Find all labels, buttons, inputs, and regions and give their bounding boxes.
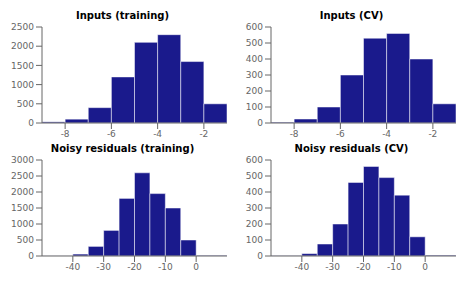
svg-text:500: 500 bbox=[17, 99, 34, 109]
svg-text:400: 400 bbox=[246, 54, 263, 64]
svg-text:-20: -20 bbox=[356, 262, 371, 272]
svg-text:0: 0 bbox=[28, 251, 34, 261]
svg-text:-10: -10 bbox=[158, 262, 173, 272]
svg-text:-20: -20 bbox=[127, 262, 142, 272]
svg-text:-8: -8 bbox=[290, 129, 299, 139]
svg-text:0: 0 bbox=[422, 262, 428, 272]
svg-text:-6: -6 bbox=[336, 129, 345, 139]
svg-text:2000: 2000 bbox=[11, 187, 34, 197]
svg-text:1500: 1500 bbox=[11, 203, 34, 213]
svg-text:1000: 1000 bbox=[11, 80, 34, 90]
html-text:Noisy residuals (CV): Noisy residuals (CV) bbox=[294, 143, 409, 154]
svg-text:-4: -4 bbox=[153, 129, 162, 139]
svg-text:100: 100 bbox=[246, 235, 263, 245]
svg-text:200: 200 bbox=[246, 86, 263, 96]
svg-text:-2: -2 bbox=[428, 129, 437, 139]
svg-text:-40: -40 bbox=[65, 262, 80, 272]
svg-text:0: 0 bbox=[193, 262, 199, 272]
svg-text:2000: 2000 bbox=[11, 41, 34, 51]
svg-text:200: 200 bbox=[246, 219, 263, 229]
svg-text:2500: 2500 bbox=[11, 23, 34, 32]
svg-text:-4: -4 bbox=[382, 129, 391, 139]
svg-text:500: 500 bbox=[246, 38, 263, 48]
svg-text:300: 300 bbox=[246, 70, 263, 80]
svg-text:0: 0 bbox=[257, 251, 263, 261]
svg-text:600: 600 bbox=[246, 23, 263, 32]
html-text:Noisy residuals (training): Noisy residuals (training) bbox=[50, 143, 195, 154]
svg-text:0: 0 bbox=[28, 118, 34, 128]
html-text:Inputs (training): Inputs (training) bbox=[75, 10, 170, 21]
svg-text:100: 100 bbox=[246, 102, 263, 112]
svg-text:300: 300 bbox=[246, 203, 263, 213]
svg-text:-40: -40 bbox=[294, 262, 309, 272]
svg-text:0: 0 bbox=[257, 118, 263, 128]
svg-text:-8: -8 bbox=[61, 129, 70, 139]
svg-text:1000: 1000 bbox=[11, 219, 34, 229]
svg-text:600: 600 bbox=[246, 156, 263, 165]
svg-text:3000: 3000 bbox=[11, 156, 34, 165]
html-text:Inputs (CV): Inputs (CV) bbox=[319, 10, 384, 21]
svg-text:400: 400 bbox=[246, 187, 263, 197]
svg-text:-30: -30 bbox=[325, 262, 340, 272]
svg-text:-30: -30 bbox=[96, 262, 111, 272]
svg-text:500: 500 bbox=[246, 171, 263, 181]
svg-text:2500: 2500 bbox=[11, 171, 34, 181]
svg-text:1500: 1500 bbox=[11, 61, 34, 71]
svg-text:-10: -10 bbox=[387, 262, 402, 272]
svg-text:-6: -6 bbox=[107, 129, 116, 139]
svg-text:500: 500 bbox=[17, 235, 34, 245]
svg-text:-2: -2 bbox=[199, 129, 208, 139]
